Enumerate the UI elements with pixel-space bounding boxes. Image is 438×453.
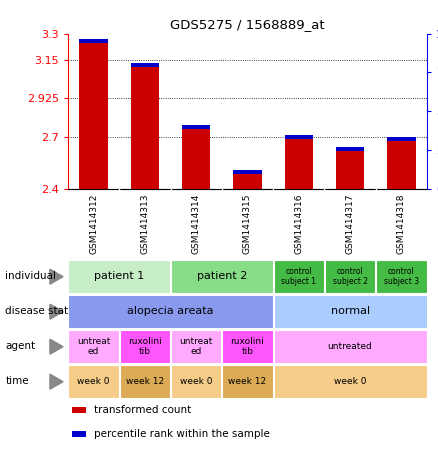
Text: untreat
ed: untreat ed [180, 337, 213, 356]
Text: week 0: week 0 [334, 377, 366, 386]
Bar [79, 39, 108, 189]
Text: patient 1: patient 1 [94, 271, 145, 281]
Text: patient 2: patient 2 [197, 271, 247, 281]
Bar [72, 407, 86, 413]
Text: individual: individual [5, 271, 56, 281]
Text: untreat
ed: untreat ed [77, 337, 110, 356]
Text: GSM1414315: GSM1414315 [243, 193, 252, 254]
Bar [72, 431, 86, 437]
Text: GSM1414313: GSM1414313 [140, 193, 149, 254]
Text: untreated: untreated [328, 342, 372, 351]
Text: control
subject 3: control subject 3 [384, 267, 419, 286]
Text: percentile rank within the sample: percentile rank within the sample [94, 429, 269, 439]
Bar [131, 63, 159, 67]
Bar [285, 135, 313, 189]
Text: GSM1414316: GSM1414316 [294, 193, 303, 254]
Bar [387, 137, 416, 189]
Text: transformed count: transformed count [94, 405, 191, 415]
Text: GSM1414314: GSM1414314 [192, 193, 201, 254]
Text: GSM1414318: GSM1414318 [397, 193, 406, 254]
Text: time: time [5, 376, 29, 386]
Bar [233, 170, 261, 173]
Bar [285, 135, 313, 139]
Text: week 12: week 12 [228, 377, 267, 386]
Bar [131, 63, 159, 189]
Polygon shape [50, 269, 63, 284]
Text: normal: normal [331, 307, 370, 317]
Text: week 12: week 12 [126, 377, 164, 386]
Text: week 0: week 0 [180, 377, 212, 386]
Text: ruxolini
tib: ruxolini tib [128, 337, 162, 356]
Text: alopecia areata: alopecia areata [127, 307, 214, 317]
Text: ruxolini
tib: ruxolini tib [230, 337, 265, 356]
Text: control
subject 2: control subject 2 [332, 267, 367, 286]
Bar [336, 147, 364, 189]
Polygon shape [50, 339, 63, 354]
Polygon shape [50, 304, 63, 319]
Text: week 0: week 0 [77, 377, 110, 386]
Bar [387, 137, 416, 141]
Bar [233, 170, 261, 189]
Polygon shape [50, 374, 63, 389]
Text: agent: agent [5, 341, 35, 351]
Text: GSM1414312: GSM1414312 [89, 193, 98, 254]
Bar [182, 125, 210, 189]
Text: disease state: disease state [5, 306, 75, 316]
Bar [79, 39, 108, 43]
Bar [336, 147, 364, 151]
Title: GDS5275 / 1568889_at: GDS5275 / 1568889_at [170, 18, 325, 31]
Text: control
subject 1: control subject 1 [281, 267, 316, 286]
Bar [182, 125, 210, 129]
Text: GSM1414317: GSM1414317 [346, 193, 355, 254]
